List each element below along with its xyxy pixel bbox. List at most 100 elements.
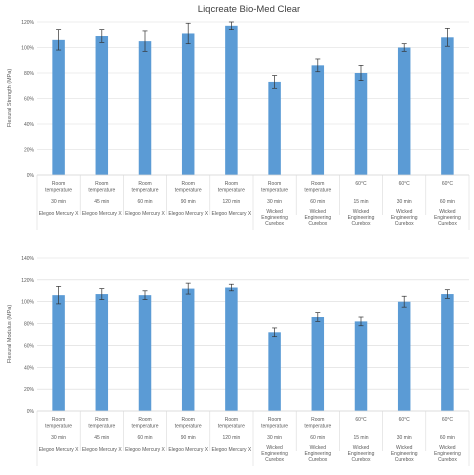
group-label: Engineering [434,215,461,221]
category-condition-label: temperature [304,188,331,194]
category-condition-label: 60°C [355,181,367,187]
y-tick-label: 120% [21,20,34,26]
bar [311,317,325,411]
category-time-label: 30 min [397,435,412,441]
category-condition-label: Room [268,417,281,423]
category-condition-label: temperature [304,424,331,430]
category-condition-label: temperature [132,424,159,430]
group-label: Elegoo Mercury X [212,447,252,453]
bar [181,288,195,411]
y-tick-label: 60% [24,97,35,103]
bar [397,47,411,175]
flexural-modulus-chart: 0% 20% 40% 60% 80% 100% 120% 140% Flexural Modul… [7,256,470,466]
category-time-label: 60 min [310,435,325,441]
bar [441,37,454,175]
group-label: Wicked [310,209,327,215]
group-label: Elegoo Mercury X [212,211,252,217]
category-time-label: 120 min [223,199,241,205]
category-time-label: 60 min [310,199,325,205]
category-condition-label: temperature [88,188,115,194]
category-condition-label: Room [52,417,65,423]
category-condition-label: Room [138,181,151,187]
category-condition-label: temperature [45,188,72,194]
group-label: Curebox [438,221,457,227]
category-time-label: 15 min [353,199,368,205]
group-label: Curebox [352,221,371,227]
group-label: Curebox [308,457,327,463]
category-condition-label: temperature [218,188,245,194]
category-time-label: 60 min [440,435,455,441]
y-axis-label: Flexural Strength (MPa) [7,69,13,128]
category-condition-label: 60°C [399,417,411,423]
group-label: Elegoo Mercury X [168,447,208,453]
y-tick-label: 60% [24,343,35,349]
bar [354,321,368,411]
category-condition-label: 60°C [442,417,454,423]
group-label: Wicked [266,209,283,215]
flexural-strength-chart: 0% 20% 40% 60% 80% 100% 120% Flexural Strength … [7,20,470,230]
group-label: Engineering [304,451,331,457]
y-tick-label: 80% [24,71,35,77]
category-time-label: 15 min [353,435,368,441]
bar [138,41,152,175]
category-time-label: 90 min [181,199,196,205]
category-time-label: 30 min [267,435,282,441]
bar [441,294,454,411]
category-time-label: 30 min [51,199,66,205]
bar [225,25,238,176]
category-condition-label: 60°C [399,181,411,187]
category-time-label: 30 min [397,199,412,205]
group-label: Engineering [261,215,288,221]
group-label: Engineering [348,451,375,457]
group-label: Engineering [261,451,288,457]
category-condition-label: temperature [218,424,245,430]
group-label: Engineering [391,451,418,457]
group-label: Engineering [391,215,418,221]
category-condition-label: Room [268,181,281,187]
group-label: Engineering [304,215,331,221]
y-tick-label: 0% [27,173,35,179]
bar [268,81,281,175]
category-condition-label: Room [311,181,324,187]
group-label: Wicked [353,209,370,215]
category-time-label: 45 min [94,435,109,441]
category-condition-label: Room [95,181,108,187]
bar [52,295,65,411]
group-label: Curebox [395,221,414,227]
group-label: Curebox [265,221,284,227]
category-condition-label: temperature [175,188,202,194]
category-condition-label: temperature [261,424,288,430]
y-tick-label: 20% [24,387,35,393]
group-label: Wicked [310,445,327,451]
y-tick-label: 0% [27,409,35,415]
group-label: Elegoo Mercury X [125,211,165,217]
bar [95,294,109,411]
y-axis-label: Flexural Modulus (MPa) [7,305,13,364]
group-label: Curebox [438,457,457,463]
group-label: Elegoo Mercury X [168,211,208,217]
category-condition-label: temperature [45,424,72,430]
figure-title: Liqcreate Bio-Med Clear [198,4,300,15]
group-label: Curebox [395,457,414,463]
category-time-label: 30 min [51,435,66,441]
group-label: Wicked [396,445,413,451]
y-tick-label: 100% [21,46,34,52]
group-label: Elegoo Mercury X [82,211,122,217]
group-label: Elegoo Mercury X [39,211,79,217]
bar [397,301,411,411]
group-label: Engineering [434,451,461,457]
category-condition-label: temperature [175,424,202,430]
category-condition-label: Room [95,417,108,423]
bar [268,332,281,411]
category-condition-label: Room [311,417,324,423]
y-tick-label: 40% [24,365,35,371]
group-label: Curebox [308,221,327,227]
bar [181,33,195,175]
category-condition-label: Room [182,417,195,423]
category-condition-label: Room [138,417,151,423]
y-tick-label: 80% [24,322,35,328]
group-label: Elegoo Mercury X [125,447,165,453]
group-label: Wicked [266,445,283,451]
bar [95,36,109,176]
